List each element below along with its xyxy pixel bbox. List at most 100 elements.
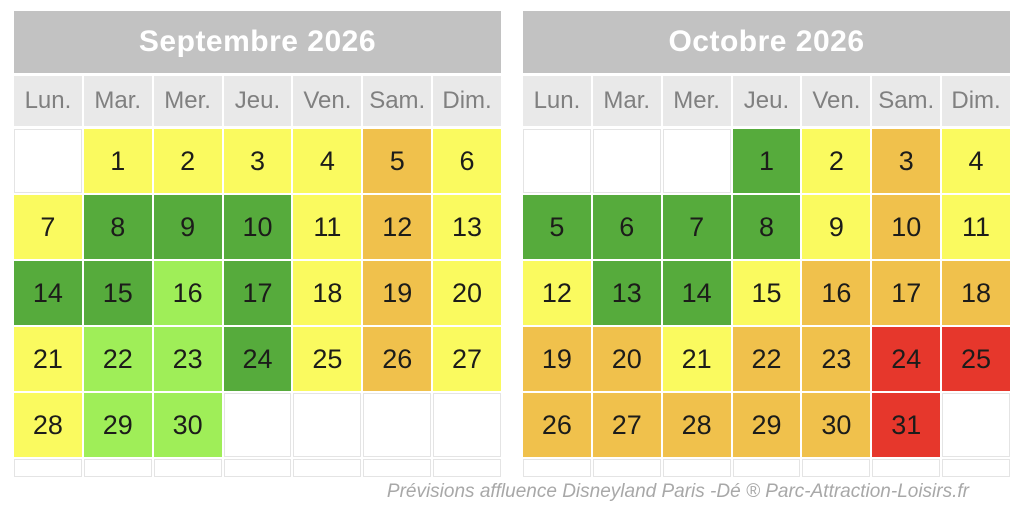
day-cell: 7 <box>662 195 731 259</box>
day-cell: 14 <box>662 261 731 325</box>
empty-cell <box>433 393 501 457</box>
empty-cell <box>223 459 292 477</box>
empty-cell <box>153 459 222 477</box>
day-cell: 9 <box>802 195 871 259</box>
day-cell: 14 <box>14 261 82 325</box>
day-cell: 10 <box>223 195 292 259</box>
day-cell: 13 <box>592 261 661 325</box>
day-cell: 30 <box>802 393 871 457</box>
day-cell: 11 <box>942 195 1010 259</box>
day-cell: 3 <box>223 129 292 193</box>
day-cell: 13 <box>433 195 501 259</box>
day-cell: 19 <box>523 327 591 391</box>
day-cell: 19 <box>363 261 432 325</box>
weekday-header: Mer. <box>153 76 222 126</box>
day-cell: 6 <box>592 195 661 259</box>
empty-cell <box>942 393 1010 457</box>
day-cell: 17 <box>223 261 292 325</box>
day-cell: 2 <box>802 129 871 193</box>
empty-cell <box>523 459 591 477</box>
empty-cell <box>363 393 432 457</box>
weekday-header: Mar. <box>83 76 152 126</box>
weekday-header: Ven. <box>293 76 362 126</box>
month-calendar-october: Octobre 2026 Lun. Mar. Mer. Jeu. Ven. Sam. Dim… <box>523 11 1010 477</box>
day-cell: 15 <box>83 261 152 325</box>
day-cell: 21 <box>14 327 82 391</box>
day-cell: 21 <box>662 327 731 391</box>
empty-cell <box>14 459 82 477</box>
day-cell: 16 <box>153 261 222 325</box>
weekday-header-row: Lun. Mar. Mer. Jeu. Ven. Sam. Dim. <box>523 76 1010 126</box>
day-cell: 22 <box>732 327 801 391</box>
day-cell: 24 <box>223 327 292 391</box>
day-cell: 2 <box>153 129 222 193</box>
day-cell: 29 <box>83 393 152 457</box>
empty-cell <box>293 393 362 457</box>
day-cell: 23 <box>802 327 871 391</box>
day-cell: 4 <box>942 129 1010 193</box>
day-cell: 6 <box>433 129 501 193</box>
day-cell: 10 <box>872 195 941 259</box>
caption: Prévisions affluence Disneyland Paris -D… <box>386 481 969 502</box>
day-cell: 28 <box>14 393 82 457</box>
month-title: Octobre 2026 <box>523 11 1010 73</box>
empty-cell <box>83 459 152 477</box>
day-cell: 20 <box>433 261 501 325</box>
day-cell: 30 <box>153 393 222 457</box>
empty-cell <box>363 459 432 477</box>
weekday-header: Jeu. <box>732 76 801 126</box>
day-cell: 8 <box>83 195 152 259</box>
empty-cell <box>14 129 82 193</box>
day-cell: 18 <box>942 261 1010 325</box>
weekday-header: Dim. <box>433 76 501 126</box>
weekday-header: Sam. <box>872 76 941 126</box>
month-title: Septembre 2026 <box>14 11 501 73</box>
day-cell: 26 <box>363 327 432 391</box>
day-cell: 1 <box>732 129 801 193</box>
empty-cell <box>662 129 731 193</box>
day-cell: 20 <box>592 327 661 391</box>
weekday-header-row: Lun. Mar. Mer. Jeu. Ven. Sam. Dim. <box>14 76 501 126</box>
day-cell: 27 <box>433 327 501 391</box>
day-cell: 9 <box>153 195 222 259</box>
empty-cell <box>662 459 731 477</box>
empty-cell <box>223 393 292 457</box>
month-grid: 1 2 3 4 5 6 7 8 9 10 11 12 13 14 15 16 17 18 19 20 21 22 23 24 2… <box>14 129 501 477</box>
day-cell: 25 <box>942 327 1010 391</box>
weekday-header: Ven. <box>802 76 871 126</box>
day-cell: 31 <box>872 393 941 457</box>
empty-cell <box>802 459 871 477</box>
empty-cell <box>732 459 801 477</box>
day-cell: 16 <box>802 261 871 325</box>
day-cell: 1 <box>83 129 152 193</box>
day-cell: 7 <box>14 195 82 259</box>
weekday-header: Mer. <box>662 76 731 126</box>
weekday-header: Mar. <box>592 76 661 126</box>
day-cell: 24 <box>872 327 941 391</box>
empty-cell <box>872 459 941 477</box>
day-cell: 22 <box>83 327 152 391</box>
empty-cell <box>942 459 1010 477</box>
weekday-header: Jeu. <box>223 76 292 126</box>
weekday-header: Sam. <box>363 76 432 126</box>
day-cell: 26 <box>523 393 591 457</box>
day-cell: 12 <box>363 195 432 259</box>
empty-cell <box>592 129 661 193</box>
day-cell: 25 <box>293 327 362 391</box>
empty-cell <box>433 459 501 477</box>
day-cell: 15 <box>732 261 801 325</box>
day-cell: 23 <box>153 327 222 391</box>
empty-cell <box>293 459 362 477</box>
empty-cell <box>592 459 661 477</box>
weekday-header: Lun. <box>14 76 82 126</box>
empty-cell <box>523 129 591 193</box>
day-cell: 29 <box>732 393 801 457</box>
day-cell: 4 <box>293 129 362 193</box>
day-cell: 5 <box>523 195 591 259</box>
day-cell: 3 <box>872 129 941 193</box>
day-cell: 11 <box>293 195 362 259</box>
day-cell: 17 <box>872 261 941 325</box>
month-grid: 1 2 3 4 5 6 7 8 9 10 11 12 13 14 15 16 17 18 19 20 21 22 23 24 2… <box>523 129 1010 477</box>
day-cell: 5 <box>363 129 432 193</box>
month-calendar-september: Septembre 2026 Lun. Mar. Mer. Jeu. Ven. Sam. D… <box>14 11 501 477</box>
